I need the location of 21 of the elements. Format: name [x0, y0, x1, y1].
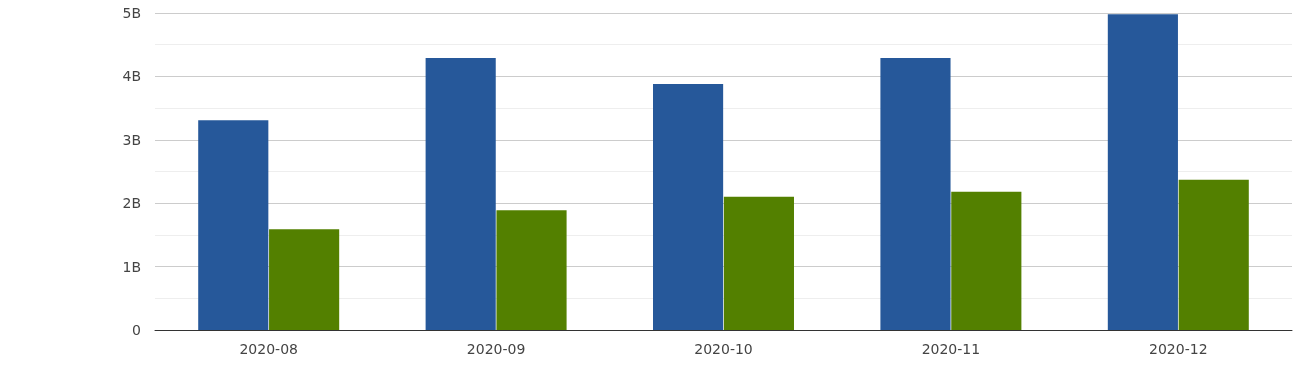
x-tick-label: 2020-09: [466, 341, 526, 357]
x-tick-label: 2020-08: [239, 341, 298, 357]
bar: [1178, 179, 1249, 330]
x-tick-label: 2020-12: [1149, 341, 1208, 357]
y-tick-label: 0: [132, 322, 141, 338]
y-tick-label: 5B: [122, 5, 141, 21]
bar: [269, 229, 340, 330]
x-tick-label: 2020-10: [694, 341, 753, 357]
bar: [425, 58, 496, 330]
bar: [723, 196, 794, 330]
bar: [1107, 14, 1178, 330]
y-tick-label: 2B: [122, 195, 141, 212]
bar: [951, 191, 1022, 330]
x-tick-label: 2020-11: [921, 341, 981, 357]
y-tick-label: 1B: [122, 258, 141, 275]
bar: [653, 84, 724, 330]
y-tick-label: 3B: [122, 131, 141, 148]
bar: [198, 120, 269, 330]
y-tick-label: 4B: [122, 68, 141, 85]
bar: [880, 58, 951, 330]
bar: [496, 210, 567, 330]
